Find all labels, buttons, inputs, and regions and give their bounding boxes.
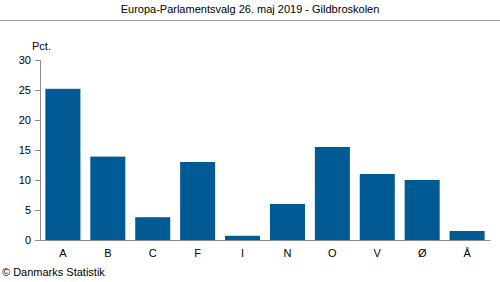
x-tick-label: A xyxy=(59,247,67,259)
x-tick: B xyxy=(104,240,111,259)
y-tick: 0 xyxy=(25,234,40,246)
y-tick-mark xyxy=(35,60,40,61)
y-tick: 25 xyxy=(19,84,40,96)
title: Europa-Parlamentsvalg 26. maj 2019 - Gil… xyxy=(121,3,380,15)
bar xyxy=(315,147,350,240)
x-tick: I xyxy=(241,240,244,259)
bar xyxy=(450,231,485,240)
x-tick-label: O xyxy=(328,247,337,259)
bar xyxy=(90,157,125,240)
x-tick-label: Å xyxy=(463,247,471,259)
y-tick-mark xyxy=(35,210,40,211)
y-tick-label: 20 xyxy=(19,114,31,126)
y-tick-mark xyxy=(35,120,40,121)
x-tick-label: N xyxy=(283,247,291,259)
x-axis-line xyxy=(41,240,491,241)
y-tick-label: 30 xyxy=(19,54,31,66)
bar xyxy=(180,162,215,240)
x-tick: V xyxy=(374,240,382,259)
y-tick: 15 xyxy=(19,144,40,156)
x-tick: O xyxy=(328,240,337,259)
x-tick-label: C xyxy=(149,247,157,259)
y-axis-line xyxy=(35,61,41,241)
y-tick-label: 25 xyxy=(19,84,31,96)
y-tick-label: 10 xyxy=(19,174,31,186)
title-rule xyxy=(0,20,500,21)
bar xyxy=(405,180,440,240)
x-tick: F xyxy=(194,240,201,259)
x-axis: ABCFINOVØÅ xyxy=(41,240,491,259)
x-tick-label: V xyxy=(374,247,382,259)
x-tick: Ø xyxy=(418,240,427,259)
chart: Europa-Parlamentsvalg 26. maj 2019 - Gil… xyxy=(0,0,500,282)
bar xyxy=(135,217,170,240)
y-tick-label: 5 xyxy=(25,204,31,216)
x-tick: N xyxy=(283,240,291,259)
x-tick: A xyxy=(59,240,67,259)
y-tick: 5 xyxy=(25,204,40,216)
y-tick-label: 0 xyxy=(25,234,31,246)
y-axis-title: Pct. xyxy=(32,40,51,52)
x-tick: Å xyxy=(463,240,471,259)
y-tick: 20 xyxy=(19,114,40,126)
x-tick: C xyxy=(149,240,157,259)
y-tick-mark xyxy=(35,90,40,91)
bar xyxy=(225,236,260,240)
bar xyxy=(360,174,395,240)
bar xyxy=(45,89,80,240)
bars xyxy=(45,89,484,240)
footer: © Danmarks Statistik xyxy=(2,266,105,278)
bar xyxy=(270,204,305,240)
x-tick-label: B xyxy=(104,247,111,259)
x-tick-label: F xyxy=(194,247,201,259)
x-tick-label: Ø xyxy=(418,247,427,259)
y-tick: 30 xyxy=(19,54,40,66)
y-tick: 10 xyxy=(19,174,40,186)
x-tick-label: I xyxy=(241,247,244,259)
y-tick-label: 15 xyxy=(19,144,31,156)
plot: 0 5 10 15 20 25 30 A B C F I N O V Ø Å xyxy=(19,54,491,259)
y-tick-mark xyxy=(35,150,40,151)
y-tick-mark xyxy=(35,240,40,241)
y-axis: 0 5 10 15 20 25 30 xyxy=(19,54,41,246)
y-tick-mark xyxy=(35,180,40,181)
